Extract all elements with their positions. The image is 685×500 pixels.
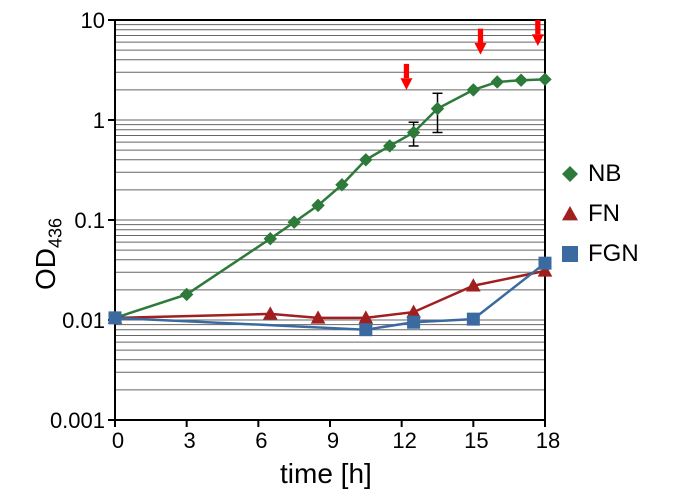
x-tick-label: 3	[175, 428, 205, 454]
legend-marker-triangle-icon	[560, 204, 580, 224]
y-tick-label: 0.1	[74, 208, 105, 234]
x-tick-label: 9	[318, 428, 348, 454]
legend-marker-square-icon	[560, 244, 580, 264]
x-tick-label: 0	[103, 428, 133, 454]
y-tick-label: 0.01	[62, 308, 105, 334]
x-axis-label: time [h]	[280, 458, 372, 490]
x-tick-label: 12	[390, 428, 420, 454]
x-tick-label: 15	[461, 428, 491, 454]
legend-marker-diamond-icon	[560, 164, 580, 184]
chart-container: OD436 time [h] NBFNFGN 03691215180.0010.…	[0, 0, 685, 500]
legend-item-fn: FN	[560, 200, 639, 228]
y-tick-label: 0.001	[50, 408, 105, 434]
legend-label: NB	[588, 160, 621, 188]
y-tick-label: 10	[81, 8, 105, 34]
x-tick-label: 6	[246, 428, 276, 454]
legend-item-nb: NB	[560, 160, 639, 188]
legend-label: FN	[588, 200, 620, 228]
legend-item-fgn: FGN	[560, 240, 639, 268]
x-tick-label: 18	[533, 428, 563, 454]
y-tick-label: 1	[93, 108, 105, 134]
legend: NB FN FGN	[560, 160, 639, 280]
legend-label: FGN	[588, 240, 639, 268]
